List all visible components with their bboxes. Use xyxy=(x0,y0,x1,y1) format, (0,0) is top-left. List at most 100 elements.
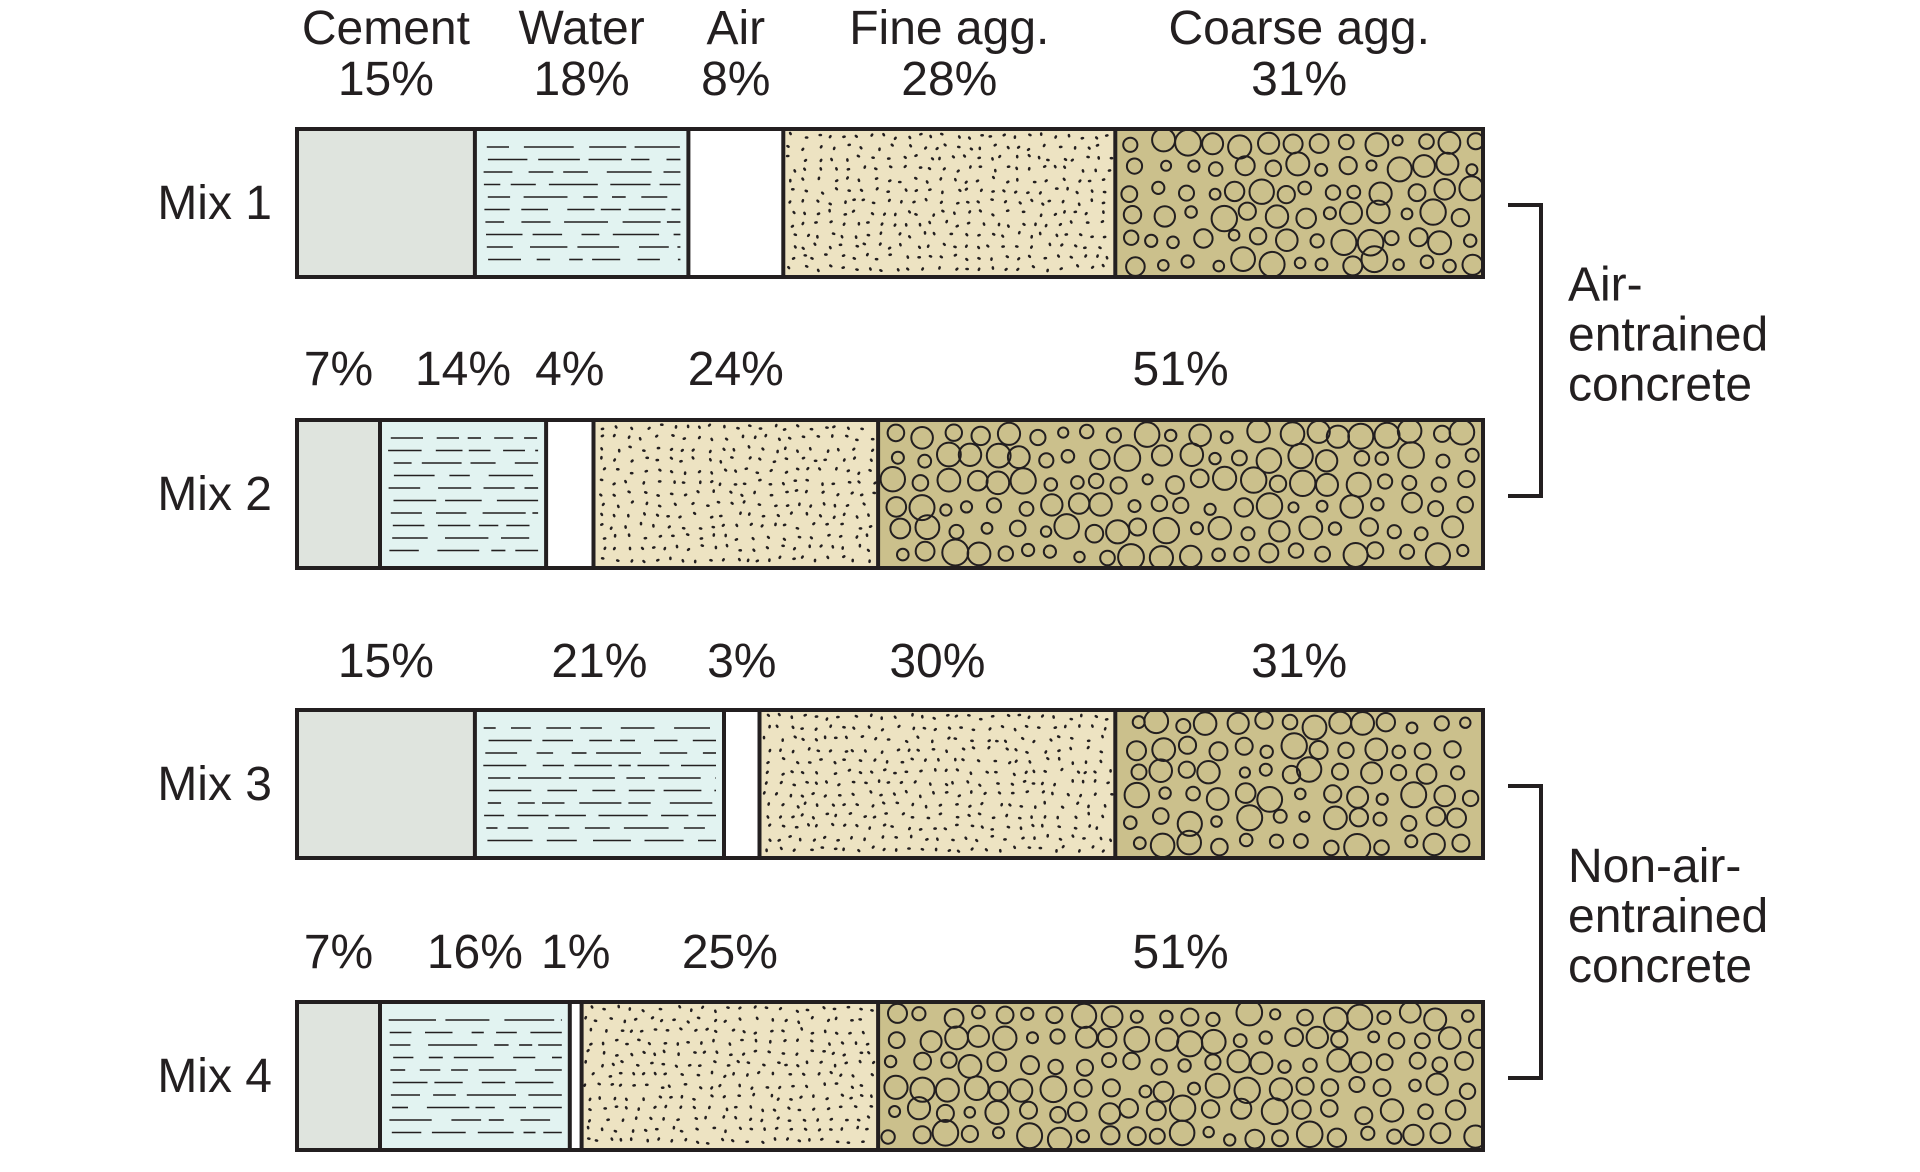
gravel-stone xyxy=(1464,447,1480,463)
sand-grain xyxy=(796,424,800,428)
sand-grain xyxy=(834,1082,839,1085)
gravel-stone xyxy=(1128,517,1148,537)
sand-grain xyxy=(928,254,933,258)
sand-grain xyxy=(680,1094,684,1099)
sand-grain xyxy=(630,1052,634,1057)
sand-grain xyxy=(602,537,607,540)
gravel-stone xyxy=(1212,259,1226,273)
sand-grain xyxy=(634,1116,638,1120)
sand-grain xyxy=(658,1095,663,1099)
sand-grain xyxy=(819,158,823,163)
sand-grain xyxy=(653,1052,657,1057)
sand-grain xyxy=(953,211,956,216)
sand-grain xyxy=(938,266,941,270)
gravel-stone xyxy=(939,503,953,517)
sand-grain xyxy=(600,427,605,431)
sand-grain xyxy=(1004,267,1008,271)
sand-grain xyxy=(846,1141,851,1145)
pct-label-air-mix-3: 3% xyxy=(707,635,776,688)
sand-grain xyxy=(687,1063,692,1067)
sand-grain xyxy=(782,428,787,431)
sand-grain xyxy=(858,759,863,763)
sand-grain xyxy=(642,1050,646,1054)
gravel-stone xyxy=(1375,712,1397,733)
label-layer: Mix 115% 18% 8% 28% 31%Cement Water Air Fine ag… xyxy=(157,2,1768,1103)
sand-grain xyxy=(995,739,999,743)
gravel-stone xyxy=(1398,1002,1422,1024)
sand-grain xyxy=(804,489,808,494)
sand-grain xyxy=(757,503,762,506)
sand-grain xyxy=(833,772,838,776)
gravel-stone xyxy=(980,521,994,535)
sand-grain xyxy=(1102,190,1107,194)
sand-grain xyxy=(751,536,755,541)
sand-grain xyxy=(700,544,705,547)
sand-grain xyxy=(728,1042,732,1046)
sand-grain xyxy=(826,555,830,560)
sand-grain xyxy=(945,219,949,224)
sand-grain xyxy=(828,245,832,250)
sand-grain xyxy=(850,835,853,840)
sand-grain xyxy=(691,448,695,452)
sand-grain xyxy=(641,1009,645,1013)
sand-grain xyxy=(859,1007,863,1011)
sand-grain xyxy=(854,1041,858,1045)
gravel-stone xyxy=(1370,497,1385,512)
sand-grain xyxy=(632,1084,636,1087)
pct-label-fine-agg-mix-1: 28% xyxy=(901,53,997,106)
sand-grain xyxy=(1030,815,1033,819)
sand-grain xyxy=(864,781,868,785)
sand-grain xyxy=(848,1031,852,1035)
sand-grain xyxy=(834,1031,839,1035)
sand-grain xyxy=(831,544,835,549)
sand-grain xyxy=(909,834,913,839)
sand-grain xyxy=(851,792,855,796)
sand-grain xyxy=(723,1074,727,1079)
sand-grain xyxy=(818,133,823,137)
sand-grain xyxy=(984,848,988,852)
gravel-stone xyxy=(1175,718,1192,734)
sand-grain xyxy=(971,728,976,732)
sand-grain xyxy=(890,143,894,147)
sand-grain xyxy=(826,1107,831,1111)
sand-grain xyxy=(781,757,786,761)
gravel-stone xyxy=(1067,1101,1088,1122)
gravel-stone xyxy=(1101,1052,1118,1069)
gravel-stone xyxy=(1233,1076,1261,1105)
gravel-stone xyxy=(1160,159,1173,172)
gravel-stone xyxy=(1008,519,1027,538)
sand-grain xyxy=(900,760,905,764)
sand-grain xyxy=(847,143,852,147)
sand-grain xyxy=(884,812,888,815)
gravel-stone xyxy=(1075,1129,1091,1144)
sand-grain xyxy=(1022,779,1027,783)
sand-grain xyxy=(805,1060,809,1065)
gravel-stone xyxy=(1046,1126,1073,1150)
sand-grain xyxy=(619,1137,623,1142)
sand-grain xyxy=(871,201,876,205)
sand-grain xyxy=(734,1115,738,1120)
gravel-stone xyxy=(1413,526,1429,542)
sand-grain xyxy=(846,469,851,473)
sand-grain xyxy=(786,1137,789,1141)
sand-grain xyxy=(842,758,846,762)
sand-grain xyxy=(762,735,766,740)
gravel-stone xyxy=(1264,159,1283,178)
sand-grain xyxy=(692,1105,696,1110)
gravel-stone xyxy=(1207,161,1224,177)
sand-grain xyxy=(778,555,782,560)
gravel-stone xyxy=(1088,492,1113,517)
sand-grain xyxy=(612,482,616,486)
sand-grain xyxy=(781,1052,786,1055)
sand-grain xyxy=(598,1096,602,1100)
sand-grain xyxy=(612,493,616,497)
gravel-stone xyxy=(1430,476,1447,493)
gravel-stone xyxy=(1029,428,1047,447)
sand-grain xyxy=(1053,726,1058,729)
sand-grain xyxy=(908,826,911,831)
sand-grain xyxy=(831,1051,835,1056)
gravel-stone xyxy=(1060,449,1076,464)
sand-grain xyxy=(663,1041,668,1045)
gravel-stone xyxy=(1127,1126,1147,1147)
gravel-stone xyxy=(1172,496,1190,514)
